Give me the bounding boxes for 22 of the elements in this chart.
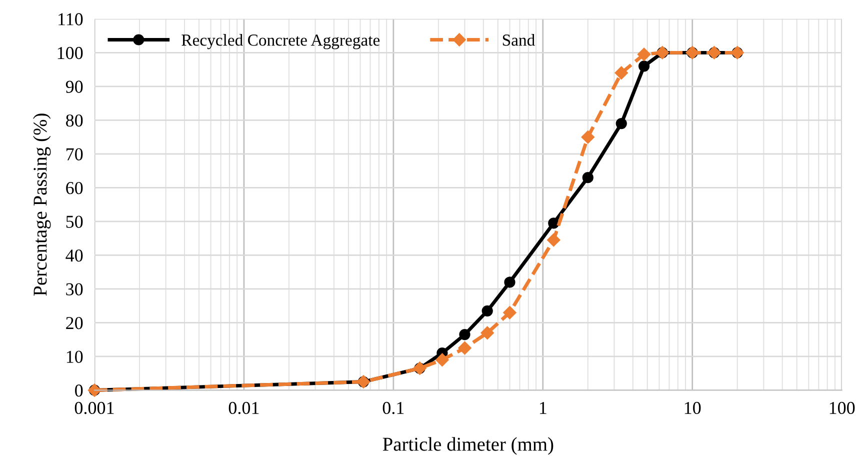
x-tick-label: 0.1: [382, 402, 404, 414]
y-tick-label: 90: [66, 80, 83, 93]
x-axis-title: Particle dimeter (mm): [382, 437, 554, 455]
y-tick-label: 20: [66, 316, 83, 330]
y-tick-label: 40: [66, 249, 83, 262]
y-axis-title: Percentage Passing (%): [33, 114, 51, 296]
x-tick-label: 0.001: [74, 402, 114, 414]
y-tick-label: 80: [66, 114, 83, 127]
x-tick-label: 10: [684, 402, 701, 414]
y-tick-label: 50: [66, 216, 83, 228]
y-tick-label: 10: [66, 350, 83, 363]
y-tick-label: 110: [58, 13, 83, 26]
y-tick-label: 0: [75, 384, 83, 397]
legend-label: Recycled Concrete Aggregate: [182, 34, 380, 50]
x-tick-label: 1: [540, 402, 546, 414]
y-tick-label: 30: [66, 283, 83, 296]
y-tick-label: 100: [58, 46, 83, 60]
y-tick-label: 70: [66, 148, 83, 160]
legend-label: Sand: [502, 34, 535, 46]
x-tick-label: 0.01: [228, 402, 259, 414]
x-tick-label: 100: [830, 402, 855, 414]
y-tick-label: 60: [66, 182, 83, 194]
